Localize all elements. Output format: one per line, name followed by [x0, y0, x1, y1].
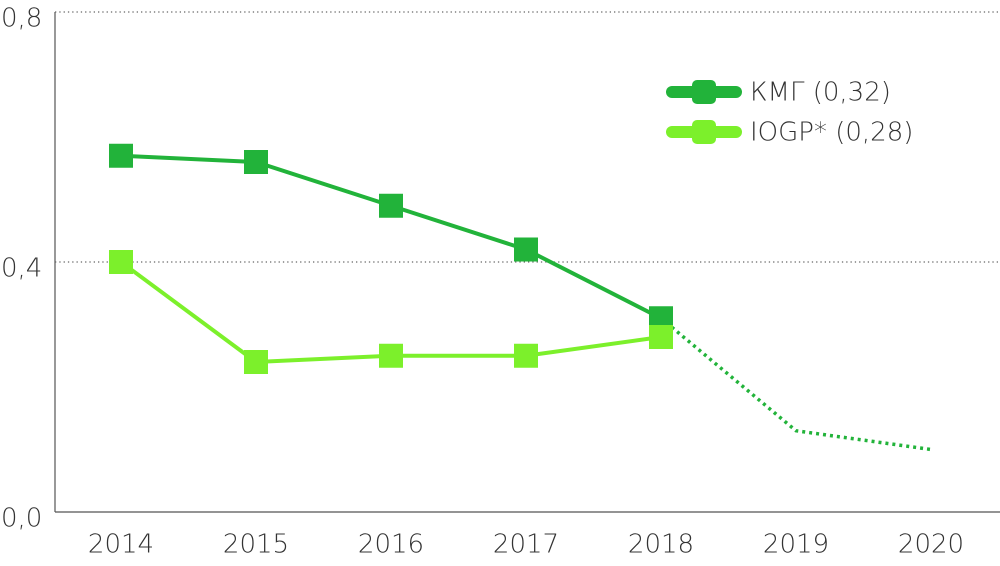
x-tick-label: 2019: [763, 530, 829, 560]
marker: [109, 143, 133, 168]
y-tick-label: 0,0: [1, 504, 42, 534]
x-tick-label: 2014: [88, 530, 154, 560]
legend-marker: [692, 80, 716, 104]
marker: [514, 237, 538, 262]
legend-label: КМГ (0,32): [750, 78, 891, 108]
legend-label: IOGP* (0,28): [750, 118, 913, 148]
x-tick-label: 2018: [628, 530, 694, 560]
marker: [514, 343, 538, 368]
marker: [244, 150, 268, 174]
y-tick-label: 0,8: [1, 4, 42, 34]
x-tick-label: 2017: [493, 530, 559, 560]
marker: [649, 325, 673, 349]
x-tick-label: 2015: [223, 530, 289, 560]
x-tick-label: 2016: [358, 530, 424, 560]
y-tick-label: 0,4: [1, 254, 42, 284]
marker: [109, 250, 133, 274]
marker: [379, 343, 403, 368]
marker: [244, 350, 268, 374]
line: [659, 316, 932, 452]
marker: [379, 193, 403, 218]
line: [120, 153, 662, 321]
x-tick-label: 2020: [898, 530, 964, 560]
legend-marker: [692, 120, 716, 144]
